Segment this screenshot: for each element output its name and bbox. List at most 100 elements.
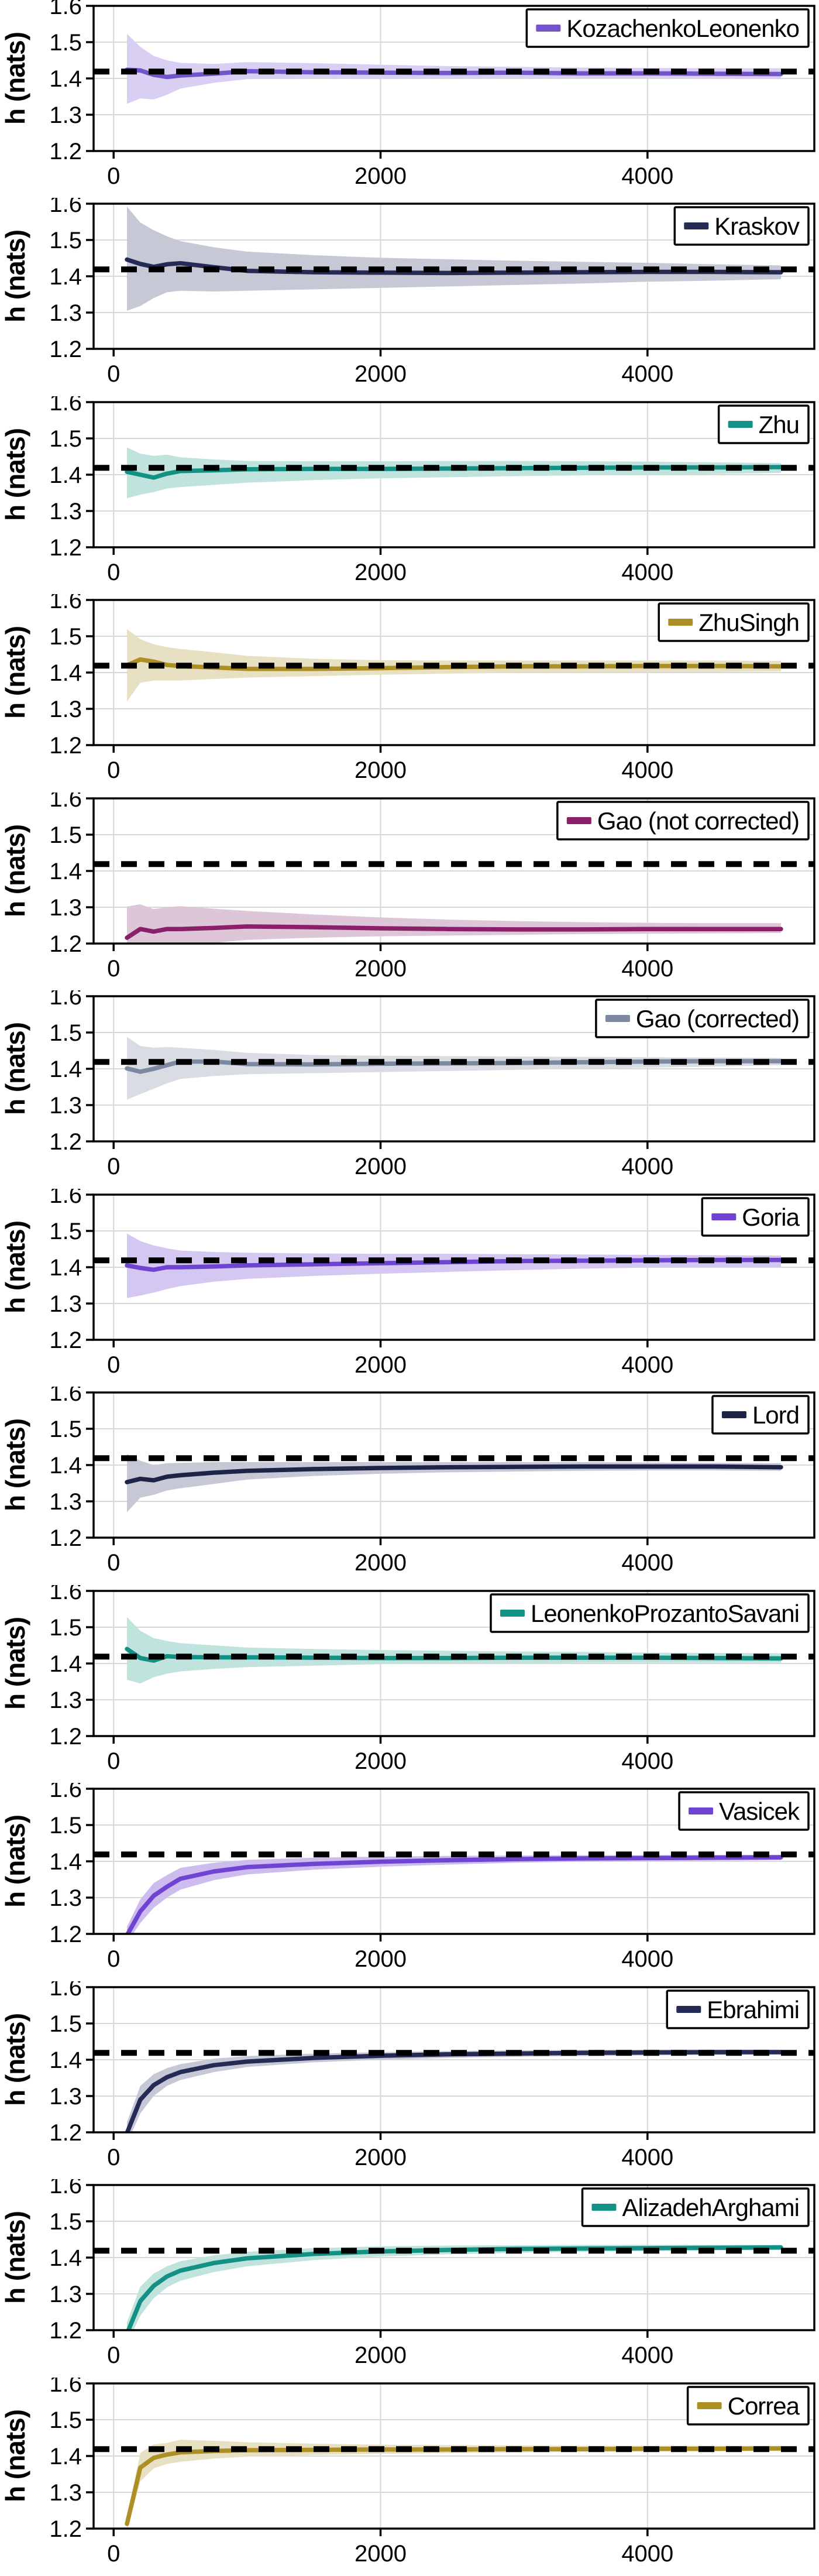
x-tick-label: 2000 [355,163,407,189]
y-tick-label: 1.3 [49,1885,82,1911]
x-tick-label: 0 [107,1154,120,1179]
legend-label: LeonenkoProzantoSavani [531,1600,799,1627]
legend-box [581,2187,810,2227]
confidence-band [127,1233,781,1298]
confidence-band [127,447,781,499]
x-tick-label: 2000 [355,1946,407,1972]
mean-line [125,2445,783,2526]
y-tick-label: 1.4 [49,2245,82,2271]
y-tick-label: 1.5 [49,1416,82,1442]
y-tick-label: 1.2 [49,2516,82,2542]
y-tick-label: 1.3 [49,2282,82,2307]
y-tick-label: 1.2 [49,2120,82,2146]
legend-swatch [668,619,693,626]
x-tick-label: 4000 [621,2541,673,2567]
y-tick-label: 1.3 [49,2084,82,2109]
legend-box [658,602,810,643]
legend: Goria [701,1197,810,1237]
y-tick-label: 1.3 [49,1291,82,1317]
y-tick-label: 1.4 [49,2047,82,2073]
y-tick-label: 1.5 [49,624,82,650]
y-tick-label: 1.6 [49,990,82,1010]
plot-canvas-ebrahimi: 1.2 1.3 1.4 1.5 1.6 0 2000 4000 h (nats) Ebrahimi [0,1981,815,2170]
x-tick-label: 4000 [621,2145,673,2170]
y-axis-label: h (nats) [0,2014,30,2106]
legend-swatch [536,25,561,32]
x-tick-label: 2000 [355,361,407,387]
plot-canvas-gao-not-corrected: 1.2 1.3 1.4 1.5 1.6 0 2000 4000 h (nats) Gao (not… [0,793,815,982]
y-axis-label: h (nats) [0,1419,30,1511]
legend-label: AlizadehArghami [622,2194,799,2221]
y-tick-label: 1.6 [49,1189,82,1208]
legend-swatch [676,2005,701,2013]
x-tick-label: 2000 [355,560,407,585]
legend-label: Ebrahimi [707,1996,799,2023]
plot-canvas-kozachenkoleonenko: 1.2 1.3 1.4 1.5 1.6 0 2000 4000 h (nats) Kozachen… [0,0,815,189]
x-tick-label: 2000 [355,1550,407,1576]
y-tick-label: 1.5 [49,30,82,56]
y-tick-label: 1.5 [49,822,82,848]
legend-label: Vasicek [719,1798,800,1825]
y-tick-label: 1.6 [49,198,82,217]
plot-canvas-goria: 1.2 1.3 1.4 1.5 1.6 0 2000 4000 h (nats) Goria [0,1189,815,1378]
y-tick-label: 1.5 [49,1219,82,1244]
x-tick-label: 0 [107,2145,120,2170]
legend-box [490,1593,810,1633]
x-tick-label: 4000 [621,163,673,189]
plot-canvas-correa: 1.2 1.3 1.4 1.5 1.6 0 2000 4000 h (nats) Correa [0,2378,815,2567]
legend-swatch [721,1411,746,1419]
y-tick-label: 1.5 [49,1813,82,1838]
legend-swatch [728,420,753,428]
subplot-alizadeharghami: 1.2 1.3 1.4 1.5 1.6 0 2000 4000 h (nats) Alizadeh… [0,2179,819,2378]
y-tick-label: 1.5 [49,2407,82,2433]
legend: Gao (corrected) [595,999,810,1039]
legend-label: ZhuSingh [698,609,799,636]
y-tick-label: 1.3 [49,2480,82,2506]
y-tick-label: 1.6 [49,793,82,812]
y-axis-label: h (nats) [0,1221,30,1313]
x-tick-label: 0 [107,757,120,783]
y-tick-label: 1.2 [49,2318,82,2344]
plot-canvas-gao-corrected: 1.2 1.3 1.4 1.5 1.6 0 2000 4000 h (nats) Gao (cor… [0,990,815,1179]
x-tick-label: 2000 [355,2541,407,2567]
y-tick-label: 1.5 [49,426,82,452]
y-tick-label: 1.2 [49,337,82,362]
legend-label: Zhu [759,411,799,438]
legend-swatch [697,2402,722,2409]
x-tick-label: 0 [107,956,120,982]
y-tick-label: 1.4 [49,264,82,290]
x-tick-label: 0 [107,361,120,387]
plot-canvas-lord: 1.2 1.3 1.4 1.5 1.6 0 2000 4000 h (nats) Lord [0,1387,815,1576]
legend-swatch [500,1609,525,1617]
plot-canvas-vasicek: 1.2 1.3 1.4 1.5 1.6 0 2000 4000 h (nats) Vasicek [0,1783,815,1972]
subplot-gao-not-corrected: 1.2 1.3 1.4 1.5 1.6 0 2000 4000 h (nats) Gao (not… [0,793,819,991]
x-tick-label: 4000 [621,1352,673,1378]
subplot-kraskov: 1.2 1.3 1.4 1.5 1.6 0 2000 4000 h (nats) Kraskov [0,198,819,396]
y-axis-label: h (nats) [0,428,30,521]
mean-line [125,2049,783,2132]
subplot-kozachenkoleonenko: 1.2 1.3 1.4 1.5 1.6 0 2000 4000 h (nats) Kozachen… [0,0,819,198]
legend: ZhuSingh [658,602,810,643]
legend-box [717,404,810,444]
y-tick-label: 1.2 [49,931,82,957]
y-tick-label: 1.6 [49,1387,82,1406]
x-tick-label: 4000 [621,1154,673,1179]
legend-box [711,1395,810,1435]
x-tick-label: 0 [107,2541,120,2567]
legend-box [595,999,810,1039]
legend: LeonenkoProzantoSavani [490,1593,810,1633]
subplot-leonenkoprozantosavani: 1.2 1.3 1.4 1.5 1.6 0 2000 4000 h (nats) Leonenko… [0,1585,819,1783]
y-tick-label: 1.6 [49,594,82,613]
legend: Correa [686,2385,810,2426]
legend-box [525,8,810,48]
subplot-correa: 1.2 1.3 1.4 1.5 1.6 0 2000 4000 h (nats) Correa [0,2378,819,2576]
x-tick-label: 0 [107,1946,120,1972]
y-tick-label: 1.2 [49,535,82,561]
y-axis-label: h (nats) [0,1617,30,1710]
y-tick-label: 1.4 [49,1255,82,1281]
legend-label: Gao (not corrected) [597,807,799,835]
plot-canvas-zhu: 1.2 1.3 1.4 1.5 1.6 0 2000 4000 h (nats) Zhu [0,396,815,585]
legend-swatch [689,1807,714,1815]
x-tick-label: 0 [107,1748,120,1774]
confidence-band [127,904,781,944]
